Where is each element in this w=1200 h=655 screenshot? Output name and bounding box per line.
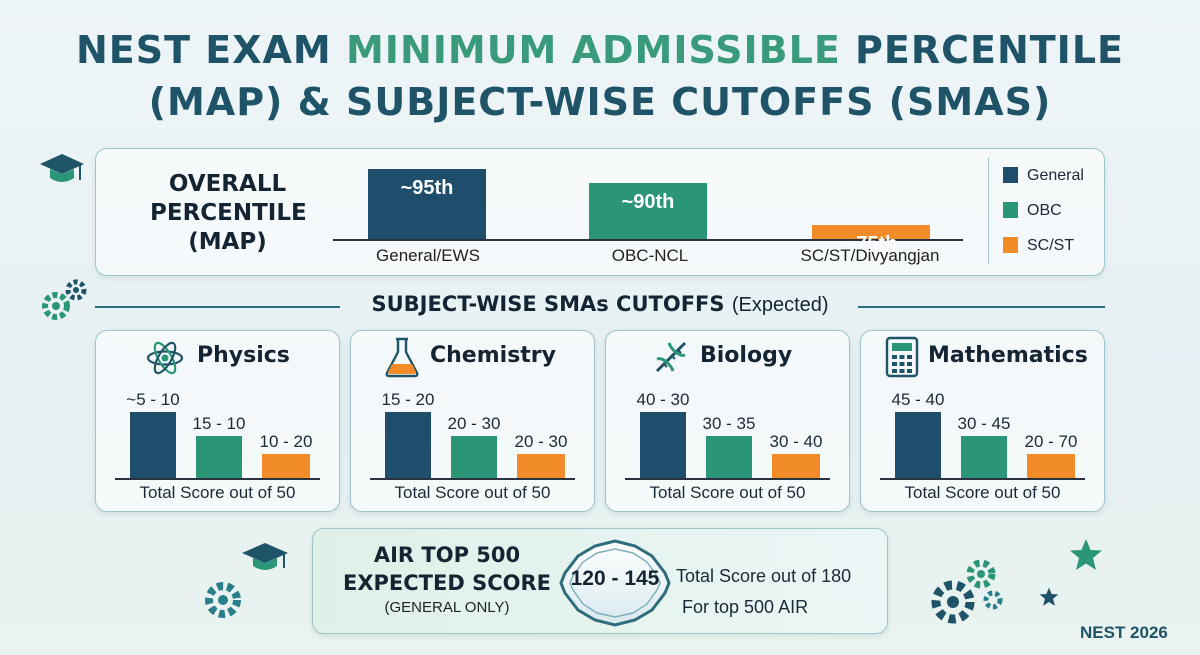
chemistry-bar-obc: [451, 436, 497, 478]
physics-range-scst: 10 - 20: [259, 432, 313, 451]
legend-swatch-general: [1003, 167, 1018, 183]
chemistry-range-scst: 20 - 30: [514, 432, 568, 451]
physics-title: Physics: [197, 343, 290, 368]
physics-range-obc: 15 - 10: [192, 414, 246, 433]
mathematics-total-label: Total Score out of 50: [904, 483, 1061, 502]
map-label: OVERALL PERCENTILE (MAP): [150, 170, 307, 257]
section-subtitle: (Expected): [731, 294, 829, 316]
legend-label-obc: OBC: [1027, 202, 1062, 219]
air-title-line2: EXPECTED SCORE: [342, 571, 551, 595]
chemistry-bar-general: [385, 412, 431, 478]
score-badge: [559, 539, 671, 627]
chemistry-title: Chemistry: [430, 343, 556, 368]
mathematics-title: Mathematics: [928, 343, 1088, 368]
gears-icon: [931, 559, 1003, 624]
air-title: AIR TOP 500 EXPECTED SCORE: [332, 541, 562, 597]
physics-bar-scst: [262, 454, 310, 478]
map-bar-scst: [812, 225, 930, 239]
title-part-c: PERCENTILE: [840, 28, 1124, 72]
biology-bar-scst: [772, 454, 820, 478]
map-bar-general: [368, 169, 486, 239]
biology-bar-obc: [706, 436, 752, 478]
mathematics-bar-scst: [1027, 454, 1075, 478]
air-description-rank: For top 500 AIR: [682, 597, 809, 617]
star-icon: [1039, 587, 1059, 606]
chemistry-baseline: [370, 478, 575, 480]
biology-baseline: [625, 478, 830, 480]
mathematics-range-general: 45 - 40: [891, 390, 945, 409]
mathematics-range-scst: 20 - 70: [1024, 432, 1078, 451]
air-title-line1: AIR TOP 500: [373, 543, 521, 567]
map-data-label-general: ~95th: [400, 177, 454, 199]
map-label-line3: (MAP): [188, 229, 267, 255]
biology-range-obc: 30 - 35: [702, 414, 756, 433]
physics-bar-obc: [196, 436, 242, 478]
mathematics-baseline: [880, 478, 1085, 480]
biology-total-label: Total Score out of 50: [649, 483, 806, 502]
biology-bar-general: [640, 412, 686, 478]
map-label-line2: PERCENTILE: [150, 200, 307, 226]
air-score: 120 - 145: [570, 567, 660, 590]
graduation-cap-icon: [40, 154, 84, 182]
chemistry-panel: [350, 330, 595, 512]
legend-label-scst: SC/ST: [1027, 237, 1075, 254]
mathematics-range-obc: 30 - 45: [957, 414, 1011, 433]
page-title-line2: (MAP) & SUBJECT-WISE CUTOFFS (SMAS): [148, 80, 1052, 124]
physics-total-label: Total Score out of 50: [139, 483, 296, 502]
chemistry-total-label: Total Score out of 50: [394, 483, 551, 502]
title-part-a: NEST EXAM: [75, 28, 346, 72]
mathematics-bar-general: [895, 412, 941, 478]
air-subtitle: (GENERAL ONLY): [384, 599, 510, 616]
gear-icon: [205, 582, 241, 618]
legend-label-general: General: [1027, 167, 1084, 184]
dna-icon: [655, 341, 687, 373]
physics-baseline: [115, 478, 320, 480]
chemistry-range-obc: 20 - 30: [447, 414, 501, 433]
map-category-general: General/EWS: [376, 246, 480, 265]
map-label-line1: OVERALL: [168, 171, 287, 197]
page-title-line1: NEST EXAM MINIMUM ADMISSIBLE PERCENTILE: [0, 28, 1200, 72]
mathematics-bar-obc: [961, 436, 1007, 478]
air-description-total: Total Score out of 180: [676, 566, 852, 586]
chemistry-range-general: 15 - 20: [381, 390, 435, 409]
biology-title: Biology: [700, 343, 793, 368]
section-title-main: SUBJECT-WISE SMAs CUTOFFS: [371, 292, 725, 316]
section-rule-left: [95, 306, 340, 308]
chemistry-bar-scst: [517, 454, 565, 478]
star-icon: [1070, 539, 1102, 570]
map-category-scst: SC/ST/Divyangjan: [800, 246, 940, 265]
flask-icon: [385, 337, 419, 378]
map-category-obc: OBC-NCL: [611, 246, 689, 265]
gears-icon: [42, 279, 87, 320]
title-part-accent: MINIMUM ADMISSIBLE: [345, 28, 841, 72]
atom-icon: [146, 341, 184, 375]
brand-label: NEST 2026: [1080, 623, 1168, 642]
physics-range-general: ~5 - 10: [126, 390, 180, 409]
section-rule-right: [858, 306, 1105, 308]
biology-range-general: 40 - 30: [636, 390, 690, 409]
section-title: SUBJECT-WISE SMAs CUTOFFS (Expected): [0, 292, 1200, 317]
legend-swatch-scst: [1003, 237, 1018, 253]
legend-divider: [988, 158, 989, 264]
calculator-icon: [885, 336, 919, 378]
map-bar-obc: [589, 183, 707, 239]
physics-bar-general: [130, 412, 176, 478]
graduation-cap-icon: [242, 543, 288, 570]
biology-range-scst: 30 - 40: [769, 432, 823, 451]
map-data-label-scst: ~75th: [844, 233, 898, 255]
legend-swatch-obc: [1003, 202, 1018, 218]
map-baseline: [333, 239, 963, 241]
map-data-label-obc: ~90th: [621, 191, 675, 213]
